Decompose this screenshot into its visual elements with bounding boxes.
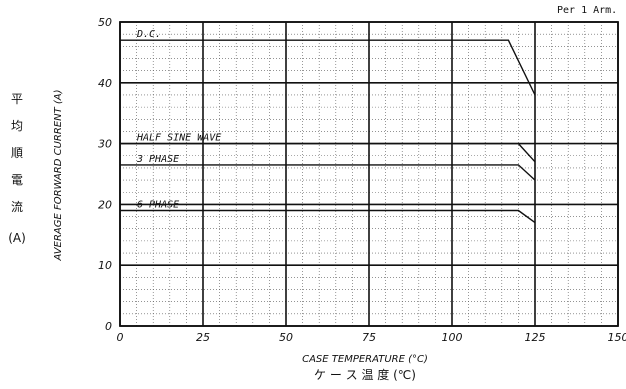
plot-frame bbox=[119, 21, 619, 327]
x-tick-label: 50 bbox=[279, 331, 293, 344]
y-axis-title-char: 電 bbox=[11, 173, 23, 187]
x-tick-label: 75 bbox=[362, 331, 376, 344]
y-tick-label: 50 bbox=[98, 16, 112, 29]
y-tick-label: 0 bbox=[105, 320, 112, 333]
x-tick-label: 150 bbox=[608, 331, 626, 344]
series-label-1: D.C. bbox=[136, 29, 161, 40]
x-tick-label: 125 bbox=[525, 331, 546, 344]
y-tick-label: 10 bbox=[98, 259, 112, 272]
y-axis-title-char: 流 bbox=[11, 200, 23, 214]
series-line-3 bbox=[120, 164, 536, 181]
series-line-1 bbox=[120, 39, 536, 96]
tick-labels: 0 25 50 75 100 125 150 0 10 20 30 40 50 bbox=[98, 16, 626, 344]
major-gridlines bbox=[119, 21, 619, 327]
y-axis-title: AVERAGE FORWARD CURRENT (A) bbox=[53, 89, 64, 261]
y-tick-label: 40 bbox=[98, 77, 112, 90]
series-labels: D.C. HALF SINE WAVE 3 PHASE 6 PHASE bbox=[136, 29, 221, 210]
x-axis-title-japanese: ケ ー ス 温 度 (℃) bbox=[314, 367, 416, 382]
y-axis-title-char: 平 bbox=[11, 92, 23, 106]
series-lines bbox=[120, 39, 536, 224]
y-tick-label: 30 bbox=[98, 138, 112, 151]
x-tick-label: 25 bbox=[196, 331, 210, 344]
x-tick-label: 100 bbox=[442, 331, 463, 344]
x-axis-title: CASE TEMPERATURE (°C) bbox=[302, 354, 428, 365]
y-tick-label: 20 bbox=[98, 198, 112, 211]
x-tick-label: 0 bbox=[117, 331, 124, 344]
series-label-3: 3 PHASE bbox=[136, 154, 179, 165]
series-line-4 bbox=[120, 209, 536, 224]
y-axis-title-char: (A) bbox=[8, 231, 26, 245]
y-axis-title-char: 順 bbox=[11, 146, 23, 160]
note-per-arm: Per 1 Arm. bbox=[557, 5, 617, 16]
y-axis-title-char: 均 bbox=[11, 119, 23, 133]
series-line-2 bbox=[120, 142, 536, 163]
series-label-2: HALF SINE WAVE bbox=[136, 133, 221, 144]
series-label-4: 6 PHASE bbox=[137, 200, 179, 211]
